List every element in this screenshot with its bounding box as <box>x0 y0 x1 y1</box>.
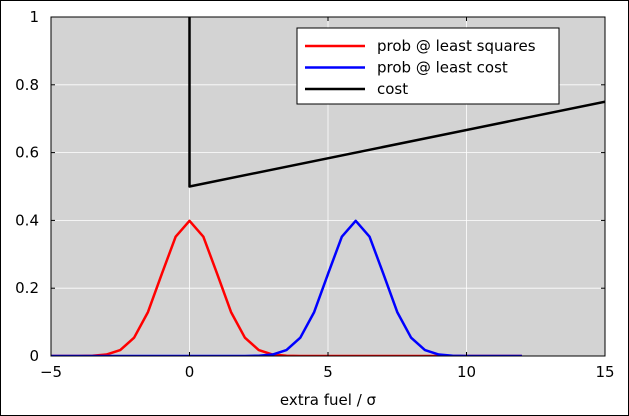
y-tick-label: 1 <box>29 8 39 26</box>
legend-entry-label: prob @ least squares <box>377 37 536 55</box>
x-tick-label: 0 <box>185 363 195 381</box>
x-tick-label: 15 <box>595 363 614 381</box>
y-tick-label: 0.2 <box>15 279 39 297</box>
y-tick-label: 0.4 <box>15 211 39 229</box>
y-tick-label: 0.8 <box>15 76 39 94</box>
legend-entry-label: cost <box>377 80 408 98</box>
legend-entry-label: prob @ least cost <box>377 59 508 77</box>
y-tick-label: 0 <box>29 347 39 365</box>
x-tick-label: 5 <box>323 363 333 381</box>
y-tick-label: 0.6 <box>15 144 39 162</box>
x-tick-label: 10 <box>457 363 476 381</box>
series-line-3 <box>188 17 605 188</box>
x-axis-label: extra fuel / σ <box>280 391 377 409</box>
x-tick-label: −5 <box>40 363 62 381</box>
legend-box <box>296 27 560 105</box>
series-line-2 <box>51 219 522 356</box>
legend: prob @ least squares prob @ least cost cos… <box>296 27 560 105</box>
